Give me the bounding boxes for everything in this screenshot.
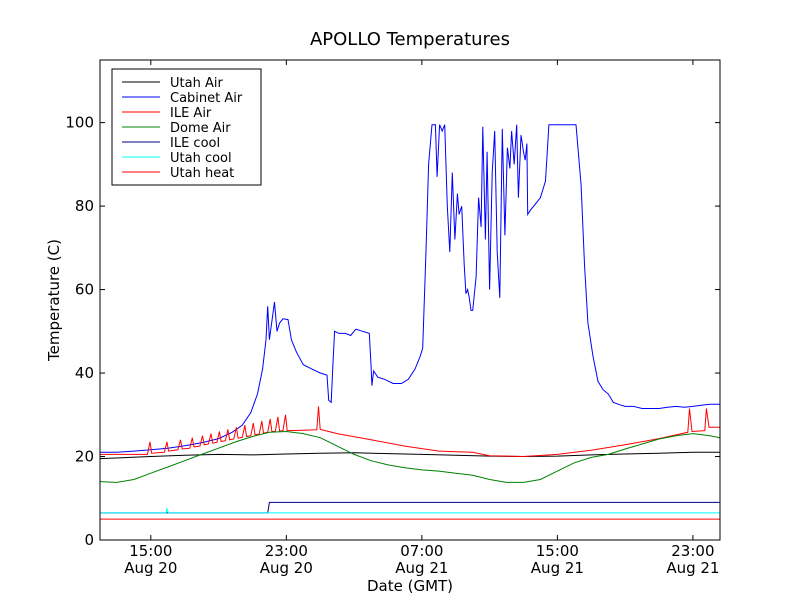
legend-label: Utah Air	[170, 76, 223, 91]
series-line-cabinet-air	[100, 124, 720, 453]
series-line-dome-air	[100, 430, 720, 483]
legend-label: ILE Air	[170, 106, 212, 121]
x-tick-label-time: 15:00	[536, 542, 579, 560]
series-line-ile-cool	[100, 501, 720, 514]
legend-label: Dome Air	[170, 121, 231, 136]
y-tick-label: 20	[75, 448, 94, 466]
x-tick-label-time: 07:00	[400, 542, 443, 560]
series-line-ile-air	[100, 406, 720, 458]
x-tick-label-date: Aug 20	[124, 559, 177, 577]
x-tick-label-time: 23:00	[671, 542, 714, 560]
y-tick-label: 100	[65, 114, 94, 132]
x-tick-label-date: Aug 21	[666, 559, 719, 577]
series-line-utah-cool	[100, 506, 720, 514]
plot-frame	[99, 59, 721, 541]
legend-box	[111, 68, 262, 186]
x-tick-label-date: Aug 21	[395, 559, 448, 577]
x-axis-label: Date (GMT)	[367, 577, 453, 595]
y-tick-label: 0	[84, 531, 94, 549]
legend-label: ILE cool	[170, 136, 220, 151]
y-tick-label: 40	[75, 364, 94, 382]
series-line-utah-air	[100, 451, 720, 460]
y-axis-label: Temperature (C)	[45, 239, 63, 362]
x-tick-label-time: 23:00	[265, 542, 308, 560]
legend-label: Cabinet Air	[170, 91, 243, 106]
chart-title: APOLLO Temperatures	[310, 29, 510, 50]
legend-label: Utah cool	[170, 151, 232, 166]
x-tick-label-date: Aug 20	[260, 559, 313, 577]
legend-label: Utah heat	[170, 166, 234, 181]
y-tick-label: 80	[75, 197, 94, 215]
x-tick-label-time: 15:00	[129, 542, 172, 560]
x-tick-label-date: Aug 21	[531, 559, 584, 577]
y-tick-label: 60	[75, 281, 94, 299]
